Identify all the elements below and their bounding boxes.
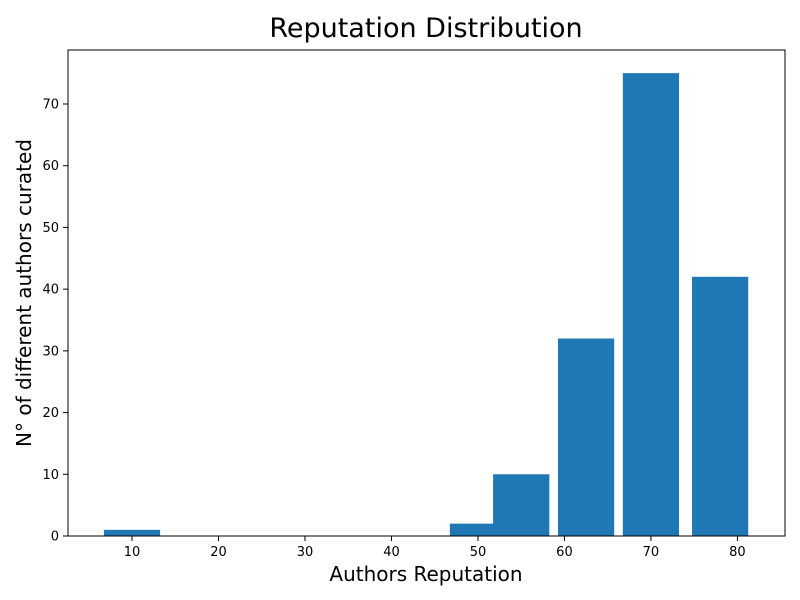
plot-frame (67, 49, 786, 537)
y-tick-label: 40 (42, 283, 59, 298)
y-tick-label: 60 (42, 159, 59, 174)
x-tick-label: 10 (124, 545, 141, 560)
x-tick-label: 60 (556, 545, 573, 560)
y-tick-label: 10 (42, 468, 59, 483)
y-tick-label: 50 (42, 221, 59, 236)
x-axis: 10 20 30 40 50 60 70 80 (124, 536, 746, 560)
x-axis-label: Authors Reputation (329, 562, 522, 586)
y-axis: 0 10 20 30 40 50 60 70 (42, 98, 68, 545)
x-tick-label: 70 (643, 545, 660, 560)
x-tick-label: 80 (729, 545, 746, 560)
y-tick-label: 30 (42, 344, 59, 359)
bars-group (103, 73, 749, 536)
y-tick-label: 70 (42, 98, 59, 113)
y-tick-label: 20 (42, 406, 59, 421)
bar (622, 73, 680, 536)
bar (557, 338, 615, 536)
x-tick-label: 20 (210, 545, 227, 560)
bar (449, 523, 507, 536)
y-tick-label: 0 (51, 530, 59, 545)
chart-title: Reputation Distribution (269, 13, 582, 44)
bar (103, 529, 161, 536)
x-tick-label: 50 (470, 545, 487, 560)
x-tick-label: 40 (383, 545, 400, 560)
x-tick-label: 30 (297, 545, 314, 560)
bar (493, 474, 550, 536)
bar (692, 276, 749, 536)
y-axis-label: N° of different authors curated (12, 139, 36, 447)
